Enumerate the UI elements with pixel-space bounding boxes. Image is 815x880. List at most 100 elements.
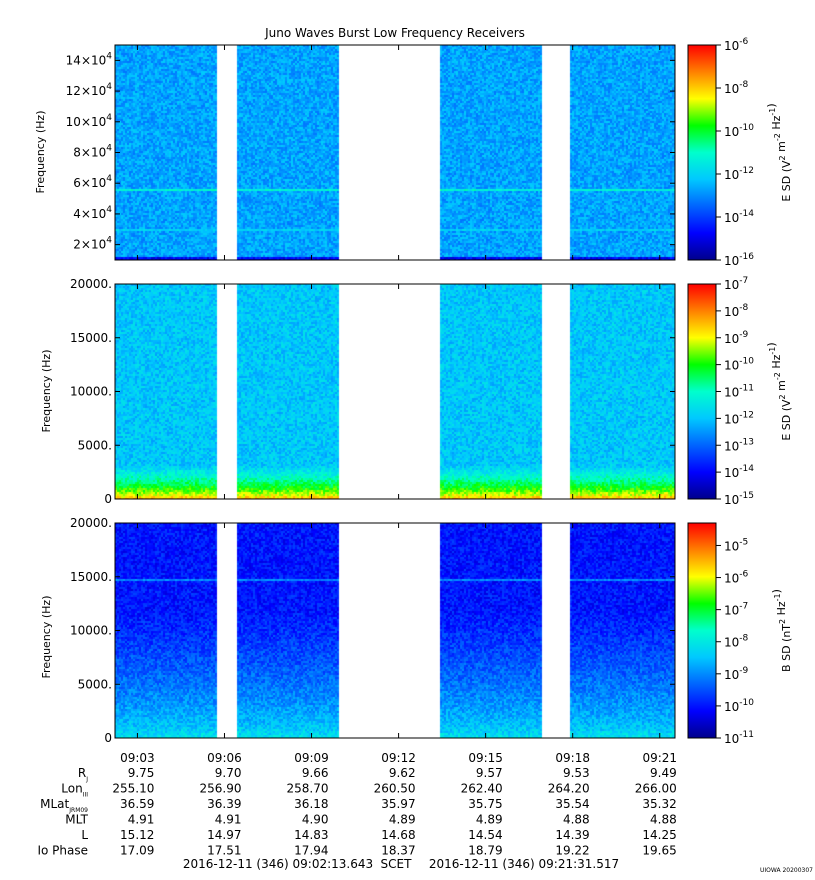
- ephemeris-value: 19.65: [642, 844, 676, 858]
- colorbar-tick-label: 10-8: [724, 303, 749, 319]
- ephemeris-value: 4.89: [476, 813, 503, 827]
- spectrogram-image-1: [115, 45, 675, 260]
- ephemeris-value: 18.37: [381, 844, 415, 858]
- ephemeris-value: 9.75: [128, 766, 155, 780]
- scet-label: SCET: [381, 857, 413, 871]
- y-axis-2: 0 5000. 10000. 15000. 20000.: [70, 277, 675, 506]
- colorbar-tick-label: 10-5: [724, 537, 748, 553]
- colorbar-1: [687, 44, 717, 261]
- ephemeris-value: 35.32: [642, 797, 676, 811]
- colorbar-tick-label: 10-16: [724, 252, 754, 268]
- ephemeris-value: 4.89: [389, 813, 416, 827]
- x-tick-label: 09:06: [207, 751, 242, 765]
- ephemeris-value: 19.22: [555, 844, 589, 858]
- ephemeris-value: 4.88: [650, 813, 677, 827]
- ephemeris-value: 35.54: [555, 797, 589, 811]
- ephemeris-value: 9.57: [476, 766, 503, 780]
- ephemeris-value: 35.75: [468, 797, 502, 811]
- y-tick-label: 5000.: [78, 677, 112, 691]
- ephemeris-value: 264.20: [548, 782, 590, 796]
- y-axis-1: 2×104 4×104 6×104 8×104 10×104 12×104 14×104: [66, 51, 675, 252]
- ephemeris-value: 9.70: [215, 766, 242, 780]
- colorbar-tick-label: 10-9: [724, 666, 749, 682]
- y-tick-label: 8×104: [73, 144, 112, 160]
- credit-label: UIOWA 20200307: [760, 867, 813, 874]
- colorbar-tick-label: 10-11: [724, 384, 754, 400]
- ephemeris-label: RJ: [78, 766, 88, 783]
- y-tick-label: 15000.: [70, 331, 112, 345]
- y-tick-label: 0: [104, 731, 112, 745]
- x-tick-label: 09:21: [642, 751, 677, 765]
- y-tick-label: 6×104: [73, 174, 112, 190]
- time-range-footer: 2016-12-11 (346) 09:02:13.643 SCET 2016-…: [183, 857, 619, 871]
- colorbar-tick-label: 10-11: [724, 730, 754, 746]
- ephemeris-value: 4.90: [302, 813, 329, 827]
- ephemeris-value: 14.97: [207, 828, 241, 842]
- y-tick-label: 14×104: [66, 51, 113, 67]
- colorbar-ticks-2: 10-7 10-8 10-9 10-10 10-11 10-12 10-13 10-14 10-…: [716, 276, 754, 507]
- y-tick-label: 10000.: [70, 385, 112, 399]
- y-tick-label: 20000.: [70, 277, 112, 291]
- svg-text:E SD (V2 m-2 Hz-1): E SD (V2 m-2 Hz-1): [765, 342, 793, 440]
- chart-title: Juno Waves Burst Low Frequency Receivers: [264, 26, 525, 40]
- y-axis-label-2: Frequency (Hz): [40, 350, 53, 433]
- colorbar-tick-label: 10-14: [724, 209, 754, 225]
- x-tick-label: 09:18: [555, 751, 590, 765]
- ephemeris-value: 262.40: [461, 782, 503, 796]
- ephemeris-value: 9.62: [389, 766, 416, 780]
- y-tick-label: 20000.: [70, 516, 112, 530]
- y-axis-label-3: Frequency (Hz): [40, 596, 53, 679]
- colorbar-tick-label: 10-7: [724, 602, 748, 618]
- colorbar-label-2: E SD (V2 m-2 Hz-1): [765, 342, 793, 440]
- y-tick-label: 12×104: [66, 82, 113, 98]
- colorbar-label-1: E SD (V2 m-2 Hz-1): [765, 103, 793, 201]
- ephemeris-value: 15.12: [120, 828, 154, 842]
- ephemeris-value: 17.94: [294, 844, 328, 858]
- spectrogram-panel-1: 2×104 4×104 6×104 8×104 10×104 12×104 14×104 F…: [34, 37, 793, 268]
- ephemeris-value: 258.70: [287, 782, 329, 796]
- ephemeris-value: 17.09: [120, 844, 154, 858]
- colorbar-tick-label: 10-6: [724, 37, 749, 53]
- y-tick-label: 10000.: [70, 624, 112, 638]
- colorbar-tick-label: 10-14: [724, 464, 754, 480]
- colorbar-tick-label: 10-15: [724, 491, 754, 507]
- ephemeris-label: LonIII: [61, 782, 88, 799]
- y-tick-label: 5000.: [78, 438, 112, 452]
- ephemeris-value: 9.66: [302, 766, 329, 780]
- ephemeris-value: 14.54: [468, 828, 502, 842]
- ephemeris-value: 14.83: [294, 828, 328, 842]
- x-tick-label: 09:03: [120, 751, 155, 765]
- colorbar-tick-label: 10-8: [724, 634, 749, 650]
- start-time: 2016-12-11 (346) 09:02:13.643: [183, 857, 373, 871]
- ephemeris-value: 36.39: [207, 797, 241, 811]
- colorbar-tick-label: 10-10: [724, 123, 754, 139]
- y-tick-label: 15000.: [70, 570, 112, 584]
- ephemeris-label: Io Phase: [37, 844, 88, 858]
- colorbar-tick-label: 10-7: [724, 276, 748, 292]
- ephemeris-value: 255.10: [112, 782, 154, 796]
- colorbar-tick-label: 10-12: [724, 166, 754, 182]
- end-time: 2016-12-11 (346) 09:21:31.517: [429, 857, 619, 871]
- ephemeris-value: 266.00: [635, 782, 677, 796]
- ephemeris-value: 14.68: [381, 828, 415, 842]
- ephemeris-value: 4.88: [563, 813, 590, 827]
- x-tick-label: 09:09: [294, 751, 329, 765]
- y-axis-3: 0 5000. 10000. 15000. 20000.: [70, 516, 675, 745]
- ephemeris-label: MLatJRM09: [40, 797, 88, 814]
- colorbar-2: [687, 283, 717, 500]
- time-axis: 09:03 09:06 09:09 09:12 09:15 09:18 09:21: [120, 45, 677, 765]
- spectrogram-image-2: [115, 284, 675, 499]
- y-tick-label: 10×104: [66, 113, 113, 129]
- svg-text:E SD (V2 m-2 Hz-1): E SD (V2 m-2 Hz-1): [765, 103, 793, 201]
- svg-text:B SD (nT2 Hz-1): B SD (nT2 Hz-1): [770, 589, 793, 672]
- ephemeris-value: 35.97: [381, 797, 415, 811]
- ephemeris-table: RJ 9.75 9.70 9.66 9.62 9.57 9.53 9.49 LonIII 255.…: [37, 766, 676, 858]
- ephemeris-value: 17.51: [207, 844, 241, 858]
- ephemeris-value: 9.49: [650, 766, 677, 780]
- y-axis-label-1: Frequency (Hz): [34, 111, 47, 194]
- colorbar-tick-label: 10-12: [724, 410, 754, 426]
- colorbar-tick-label: 10-9: [724, 330, 749, 346]
- x-tick-label: 09:12: [381, 751, 416, 765]
